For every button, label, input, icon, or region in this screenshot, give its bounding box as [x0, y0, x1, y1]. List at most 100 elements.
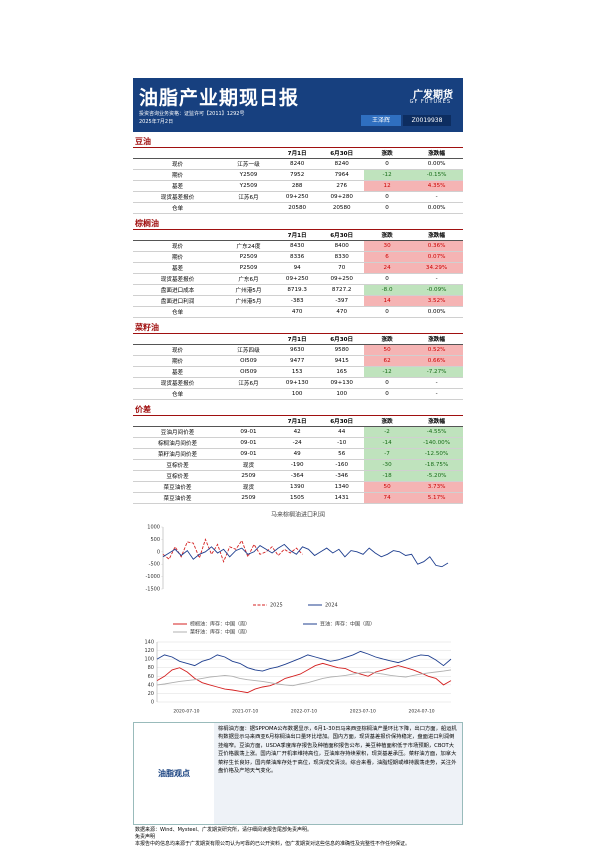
- chg-cell: 0: [363, 306, 411, 318]
- license: 投资咨询业务资格：证监许可【2011】1292号: [139, 111, 245, 117]
- y-tick-label: 140: [144, 640, 154, 646]
- header-cell: 6月30日: [319, 230, 364, 241]
- series-line: [156, 650, 452, 672]
- chg-cell: -30: [363, 459, 411, 471]
- header-cell: 涨跌: [363, 230, 411, 241]
- d2-cell: 70: [319, 262, 364, 274]
- d1-cell: 7952: [274, 169, 320, 181]
- row: 基差 P2509 94 70 24 34.29%: [133, 262, 463, 274]
- d1-cell: 288: [274, 180, 320, 192]
- item-cell: 现价: [133, 344, 223, 356]
- x-tick-label: 2021-07-10: [232, 709, 258, 715]
- item-cell: 现价: [133, 158, 223, 170]
- item-cell: 菜豆油价差: [133, 481, 223, 493]
- chg-cell: 30: [363, 240, 411, 252]
- chg-cell: 74: [363, 492, 411, 504]
- chg-cell: 0: [363, 388, 411, 400]
- contract-cell: 广东6月: [222, 273, 275, 285]
- item-cell: 现货基差报价: [133, 273, 223, 285]
- d2-cell: 9580: [319, 344, 364, 356]
- chg-cell: 0: [363, 377, 411, 389]
- d1-cell: 09+130: [274, 377, 320, 389]
- series-line: [156, 669, 452, 687]
- d2-cell: 09+250: [319, 273, 364, 285]
- row: 现价 广东24度 8430 8400 30 0.36%: [133, 240, 463, 252]
- y-tick-label: 500: [150, 537, 160, 543]
- contract-cell: 江苏一级: [222, 158, 275, 170]
- row: 现货基差报价 广东6月 09+250 09+250 0-: [133, 273, 463, 285]
- pct-cell: 5.17%: [410, 492, 463, 504]
- section-title: 菜籽油: [133, 322, 463, 334]
- row: 仓单 470 470 0 0.00%: [133, 306, 463, 318]
- pct-cell: 4.35%: [410, 180, 463, 192]
- item-cell: 仓单: [133, 202, 223, 214]
- d1-cell: 42: [274, 426, 320, 438]
- series-line: [162, 543, 449, 568]
- section: 菜籽油 7月1日 6月30日 涨跌 涨跌幅 现价 江苏四级 9630 9580 50 0.52% 期价…: [133, 322, 463, 400]
- y-tick-label: -1500: [145, 587, 160, 593]
- item-cell: 期价: [133, 355, 223, 367]
- d1-cell: 20580: [274, 202, 320, 214]
- contract-cell: P2509: [222, 262, 275, 274]
- y-tick-label: 80: [148, 665, 154, 671]
- item-cell: 仓单: [133, 306, 223, 318]
- analyst-id: Z0019938: [403, 115, 451, 126]
- d2-cell: -10: [319, 437, 364, 449]
- chg-cell: 6: [363, 251, 411, 263]
- contract-cell: 广东24度: [222, 240, 275, 252]
- pct-cell: -0.15%: [410, 169, 463, 181]
- row: 菜豆油价差 现货 1390 1340 50 3.73%: [133, 481, 463, 493]
- pct-cell: -4.55%: [410, 426, 463, 438]
- legend-label: 菜籽油：库存：中国（周）: [190, 629, 250, 636]
- d2-cell: -160: [319, 459, 364, 471]
- d2-cell: 8400: [319, 240, 364, 252]
- x-tick-label: 2024-07-10: [409, 709, 435, 715]
- d2-cell: 470: [319, 306, 364, 318]
- section-title: 豆油: [133, 136, 463, 148]
- pct-cell: -: [410, 191, 463, 203]
- item-cell: 豆棕价差: [133, 459, 223, 471]
- chg-cell: 0: [363, 191, 411, 203]
- pct-cell: -7.27%: [410, 366, 463, 378]
- contract-cell: [222, 202, 275, 214]
- item-cell: 盘面进口利润: [133, 295, 223, 307]
- price-table: 7月1日 6月30日 涨跌 涨跌幅 现价 广东24度 8430 8400 30 0.36% 期价 P2…: [133, 230, 463, 318]
- contract-cell: 广州港5月: [222, 295, 275, 307]
- d2-cell: 165: [319, 366, 364, 378]
- chg-cell: 50: [363, 481, 411, 493]
- item-cell: 基差: [133, 262, 223, 274]
- d1-cell: 8240: [274, 158, 320, 170]
- disclaimer: 本报告中的信息均来源于广发期货有限公司认为可靠的已公开资料，但广发期货对这些信息…: [135, 841, 411, 847]
- header: 油脂产业期现日报 广发期货 GF FUTURES 投资咨询业务资格：证监许可【2…: [133, 78, 463, 132]
- row: 基差 OI509 153 165 -12 -7.27%: [133, 366, 463, 378]
- header-blank: [133, 334, 223, 345]
- row: 仓单 20580 20580 0 0.00%: [133, 202, 463, 214]
- pct-cell: 0.66%: [410, 355, 463, 367]
- d1-cell: 8430: [274, 240, 320, 252]
- pct-cell: 0.00%: [410, 202, 463, 214]
- chg-cell: -12: [363, 366, 411, 378]
- d2-cell: 1431: [319, 492, 364, 504]
- contract-cell: 江苏6月: [222, 377, 275, 389]
- contract-cell: 现货: [222, 481, 275, 493]
- header-blank: [133, 148, 223, 159]
- d1-cell: 09+250: [274, 273, 320, 285]
- item-cell: 豆棕价差: [133, 470, 223, 482]
- header-cell: 涨跌幅: [410, 334, 463, 345]
- d2-cell: 1340: [319, 481, 364, 493]
- d1-cell: -383: [274, 295, 320, 307]
- header-row: 7月1日 6月30日 涨跌 涨跌幅: [133, 416, 463, 427]
- section-title: 棕榈油: [133, 218, 463, 230]
- header-cell: 涨跌: [363, 334, 411, 345]
- item-cell: 棕榈油月间价差: [133, 437, 223, 449]
- series-line: [156, 662, 452, 694]
- y-tick-label: 120: [144, 648, 154, 654]
- pct-cell: -: [410, 273, 463, 285]
- section: 棕榈油 7月1日 6月30日 涨跌 涨跌幅 现价 广东24度 8430 8400 30 0.36% 期…: [133, 218, 463, 318]
- section: 价差 7月1日 6月30日 涨跌 涨跌幅 豆油月间价差 09-01 42 44 -2 -4.55% 棕…: [133, 404, 463, 504]
- y-tick-label: -1000: [145, 574, 160, 580]
- item-cell: 仓单: [133, 388, 223, 400]
- contract-cell: 江苏6月: [222, 191, 275, 203]
- x-tick-label: 2023-07-10: [350, 709, 376, 715]
- item-cell: 期价: [133, 251, 223, 263]
